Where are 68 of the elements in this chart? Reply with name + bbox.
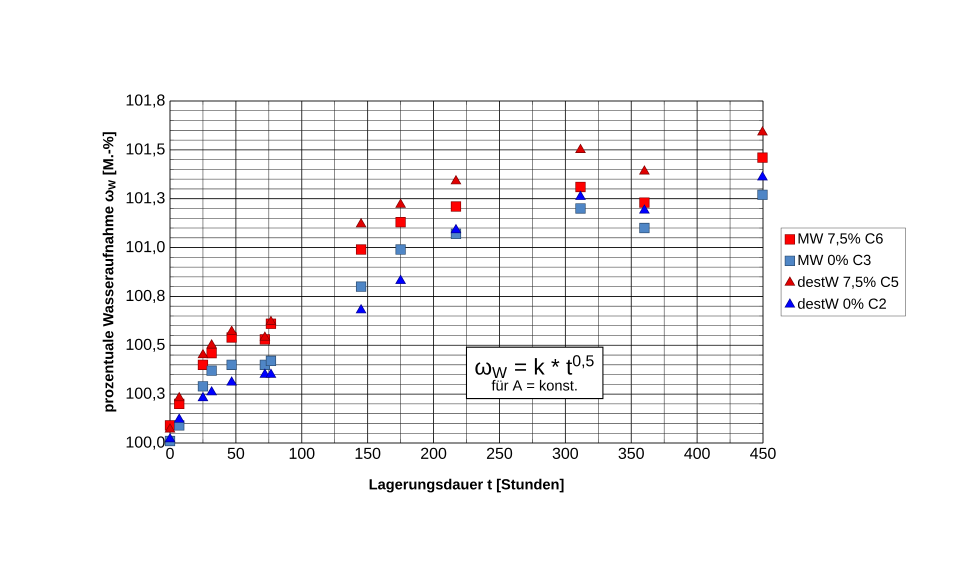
point (198, 360, 208, 370)
point (174, 414, 184, 423)
point (164, 423, 176, 432)
x-tick-label: 400 (684, 448, 710, 459)
point (639, 198, 650, 208)
point (575, 182, 586, 192)
y-tick-label: 101,0 (126, 240, 165, 254)
point (639, 165, 650, 174)
x-tick-label: 0 (166, 448, 174, 459)
point (226, 326, 237, 335)
x-tick-label: 100 (290, 448, 314, 459)
point (266, 356, 276, 366)
point (226, 360, 237, 370)
point (198, 381, 208, 392)
point (395, 198, 406, 208)
point (198, 392, 208, 402)
annotation: für A = konst. (492, 380, 577, 391)
point (206, 366, 217, 376)
point (757, 171, 768, 180)
legend-label: MW 7,5% C6 (798, 233, 883, 246)
point (356, 304, 366, 314)
point (198, 349, 208, 358)
point (396, 244, 406, 255)
point (174, 392, 184, 402)
point (356, 244, 366, 255)
point (226, 376, 237, 386)
point (450, 224, 462, 234)
y-tick-label: 101,8 (126, 94, 165, 108)
point (395, 274, 406, 284)
x-tick-label: 350 (618, 448, 644, 459)
point (164, 433, 176, 442)
point (575, 203, 586, 214)
point (266, 368, 276, 378)
point (356, 282, 366, 292)
point (639, 204, 650, 214)
point (450, 175, 462, 184)
x-tick-label: 250 (486, 448, 512, 459)
point (757, 190, 768, 200)
y-tick-label: 100,3 (126, 388, 165, 401)
point (206, 386, 217, 396)
point (396, 217, 406, 228)
y-tick-label: 101,3 (126, 192, 165, 206)
x-tick-label: 150 (356, 448, 380, 459)
x-tick-label: 450 (750, 448, 776, 459)
point (260, 332, 270, 341)
legend-label: MW 0% C3 (798, 254, 871, 266)
point (206, 339, 217, 348)
annotation: ω$_{W}$ = k * t$^{0,5}$ (475, 355, 594, 378)
point (356, 218, 366, 228)
x-tick-label: 300 (552, 448, 578, 459)
x-tick-label: 200 (421, 448, 446, 459)
x-axis-title: Lagerungsdauer t [Stunden] (370, 478, 564, 492)
point (450, 201, 462, 212)
y-tick-label: 100,0 (126, 436, 165, 450)
y-axis-title: prozentuale Wasseraufnahme ω$_{W}$ [M.-%] (102, 132, 116, 412)
point (206, 348, 217, 358)
point (575, 190, 586, 200)
legend-label: destW 0% C2 (798, 298, 886, 309)
y-tick-label: 101,5 (126, 143, 165, 156)
point (757, 152, 768, 163)
y-tick-label: 100,8 (126, 290, 165, 304)
point (757, 126, 768, 136)
y-tick-label: 100,5 (126, 338, 165, 352)
x-tick-label: 50 (228, 448, 244, 459)
point (639, 222, 650, 234)
legend-label: destW 7,5% C5 (798, 276, 898, 289)
point (575, 144, 586, 153)
point (266, 316, 276, 325)
